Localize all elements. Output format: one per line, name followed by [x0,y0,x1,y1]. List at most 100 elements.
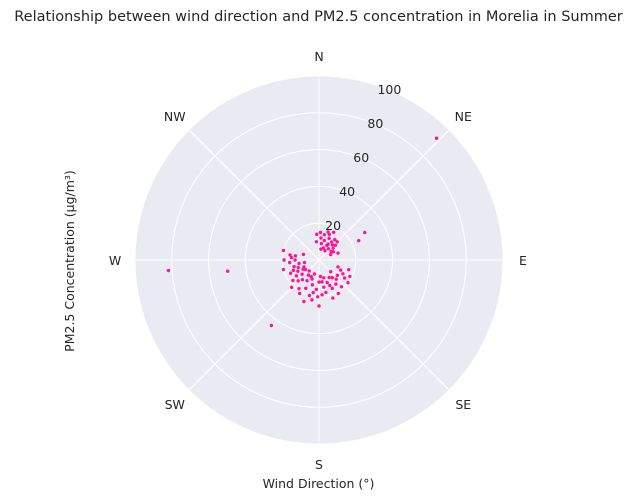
data-point [327,236,331,241]
data-point [334,277,338,281]
y-axis-label: PM2.5 Concentration (µg/m³) [62,170,77,352]
data-point [336,251,340,255]
data-point [342,276,347,280]
data-point [320,293,324,297]
data-point [282,258,286,262]
data-point [317,280,321,284]
data-point [289,255,294,260]
direction-label: NW [164,109,186,124]
data-point [326,247,331,251]
data-point [333,238,337,242]
data-point [347,267,351,272]
data-point [294,274,299,278]
data-point [293,254,298,258]
data-point [306,273,311,277]
data-point [329,249,333,254]
data-point [293,258,297,262]
data-point [328,283,332,288]
data-point [225,269,230,273]
radial-tick-label: 60 [353,150,369,165]
data-point [310,283,315,287]
data-point [309,274,313,279]
direction-labels: N NE E SE S SW W NW [109,49,527,472]
radial-tick-labels: 20 40 60 80 100 [325,82,401,233]
data-point [314,287,319,292]
data-point [289,285,294,290]
data-point [297,261,301,266]
data-point [330,243,335,247]
data-point [296,265,300,270]
data-point [310,298,314,302]
data-point [363,230,367,235]
data-point [288,271,293,275]
data-point [341,272,345,276]
data-point [331,296,335,300]
data-point [269,323,274,328]
radial-gridline [244,185,394,335]
data-point [334,282,338,286]
data-point [331,230,336,235]
data-point [317,304,321,308]
data-point [348,274,352,279]
data-point [291,268,296,273]
data-point [322,238,326,243]
data-point [302,265,306,269]
radial-tick-label: 80 [367,116,383,131]
data-point [328,252,333,257]
data-point [346,280,350,285]
direction-label: SW [165,397,185,412]
data-point [327,275,331,280]
data-point [314,240,319,244]
data-point [330,286,334,291]
data-point [305,279,309,283]
data-point [296,269,300,273]
chart-title: Relationship between wind direction and … [14,9,623,25]
radial-gridline [134,75,504,445]
direction-label: N [314,49,323,64]
data-point [297,291,302,296]
data-point [319,241,324,246]
data-point [302,299,306,304]
data-point [329,270,333,274]
data-point [166,268,171,273]
direction-label: E [519,253,527,268]
data-point [333,243,338,247]
x-axis-label: Wind Direction (°) [263,476,375,491]
data-point [434,136,439,140]
direction-label: W [109,253,121,268]
data-point [312,272,317,276]
data-point [307,269,311,273]
data-point [320,280,324,284]
data-point [316,295,320,299]
data-point [324,290,328,295]
data-point [339,285,344,289]
data-point [338,268,343,272]
data-point [318,274,323,279]
direction-label: NE [455,109,472,124]
data-point [296,279,300,283]
data-point [300,278,305,282]
data-point [336,291,341,296]
radial-tick-label: 20 [325,218,341,233]
data-point [297,286,301,291]
data-point [325,280,329,285]
data-point [326,230,330,234]
data-point [330,275,334,280]
data-point [281,267,286,272]
data-point [315,232,319,237]
data-point [291,278,295,283]
radial-tick-label: 100 [377,82,401,97]
data-point [322,233,327,237]
data-point [311,290,315,295]
data-point [288,253,292,257]
data-point [319,236,323,240]
data-point [292,264,296,269]
direction-label: S [315,457,323,472]
data-points [166,136,439,328]
data-point [304,286,308,291]
angular-gridline [318,129,450,261]
data-point [300,272,304,276]
data-point [301,252,306,257]
radial-tick-label: 40 [339,184,355,199]
